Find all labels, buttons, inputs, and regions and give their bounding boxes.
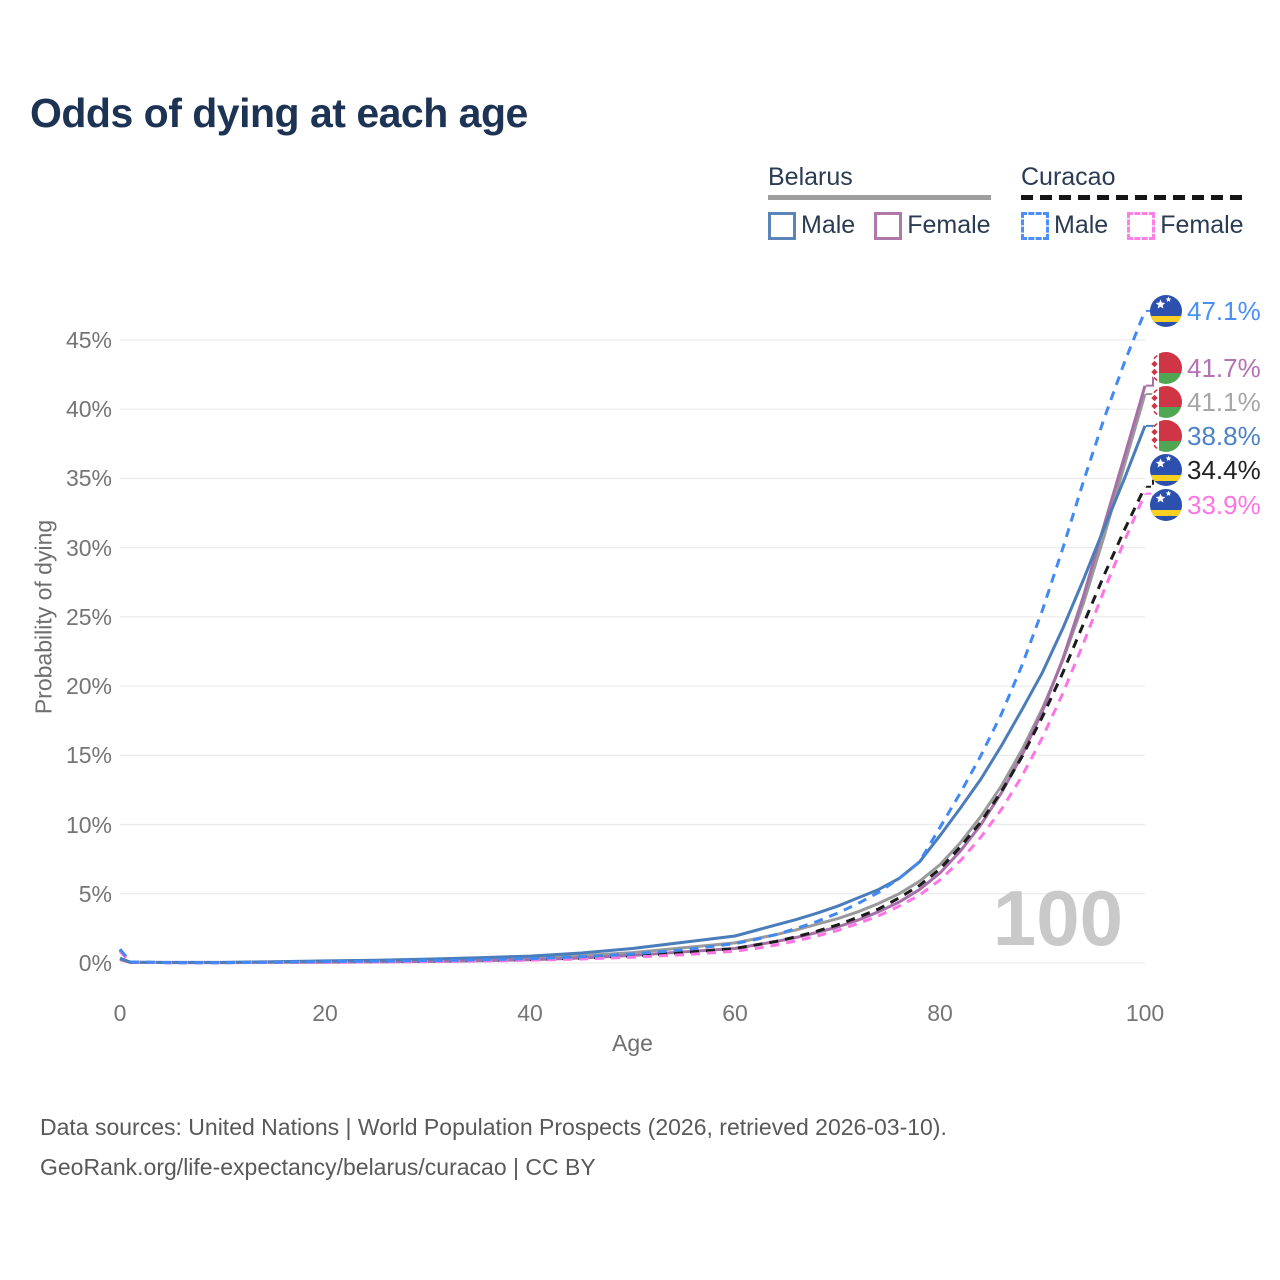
page-title: Odds of dying at each age (30, 90, 528, 136)
legend-item-label: Male (1054, 211, 1109, 239)
series-value-label-curacao-female: 33.9% (1187, 490, 1261, 520)
legend-header-curacao: Curacao (1021, 163, 1116, 191)
y-tick-label: 15% (65, 742, 112, 769)
belarus-flag-icon (1150, 386, 1182, 418)
legend-group-curacao: Curacao Male Female (1021, 163, 1244, 240)
legend-item-belarus-female[interactable]: Female (874, 211, 991, 240)
age-watermark: 100 (993, 874, 1123, 962)
curacao-female-swatch-icon (1127, 211, 1156, 240)
legend-header-belarus: Belarus (768, 163, 853, 191)
series-value-label-belarus-female: 41.7% (1187, 353, 1261, 383)
belarus-flag-icon (1150, 420, 1182, 452)
footer-data-sources: Data sources: United Nations | World Pop… (40, 1114, 947, 1140)
x-tick-label: 100 (1125, 1000, 1165, 1026)
line-curacao-total (118, 486, 1147, 965)
y-tick-label: 45% (65, 327, 112, 353)
legend-item-label: Female (1160, 211, 1244, 239)
line-belarus-female (119, 385, 1147, 965)
y-tick-label: 10% (65, 811, 112, 838)
y-tick-label: 5% (78, 880, 112, 907)
y-tick-label: 20% (65, 673, 112, 700)
x-tick-label: 20 (312, 1000, 338, 1026)
belarus-male-swatch-icon (768, 211, 796, 240)
legend-item-curacao-male[interactable]: Male (1021, 211, 1108, 240)
legend-item-curacao-female[interactable]: Female (1127, 211, 1244, 240)
legend-item-label: Female (907, 211, 991, 239)
y-tick-label: 35% (65, 465, 112, 492)
curacao-flag-icon (1150, 454, 1182, 486)
label-connector-curacao-total (1146, 469, 1156, 488)
curacao-flag-icon (1150, 295, 1182, 327)
x-axis-title: Age (612, 1030, 653, 1056)
series-value-label-curacao-male: 47.1% (1187, 296, 1261, 326)
belarus-flag-icon (1150, 352, 1182, 384)
y-tick-label: 40% (65, 396, 112, 423)
series-value-label-belarus-male: 38.8% (1187, 421, 1261, 451)
y-tick-label: 0% (78, 950, 112, 976)
curacao-male-swatch-icon (1021, 211, 1049, 240)
y-tick-label: 25% (65, 603, 112, 630)
y-tick-label: 30% (65, 534, 112, 561)
x-tick-label: 60 (722, 1000, 748, 1026)
x-tick-label: 80 (927, 1000, 953, 1026)
line-belarus-total (119, 393, 1147, 964)
belarus-female-swatch-icon (874, 211, 903, 240)
legend-group-belarus: Belarus Male Female (768, 163, 991, 240)
line-belarus-male (119, 425, 1147, 964)
legend-item-belarus-male[interactable]: Male (768, 211, 855, 240)
footer-attribution-link[interactable]: GeoRank.org/life-expectancy/belarus/cura… (40, 1154, 596, 1180)
x-tick-label: 0 (113, 1000, 127, 1026)
footer: Data sources: United Nations | World Pop… (40, 1107, 947, 1187)
curacao-flag-icon (1150, 489, 1182, 521)
legend-underline-curacao-dashed (1021, 195, 1244, 200)
line-curacao-female (118, 493, 1147, 965)
legend-item-label: Male (801, 211, 856, 239)
legend-underline-belarus-solid (768, 195, 991, 200)
series-value-label-curacao-total: 34.4% (1187, 455, 1261, 485)
x-tick-label: 40 (517, 1000, 543, 1026)
series-value-label-belarus-total: 41.1% (1187, 387, 1261, 417)
line-curacao-male (118, 310, 1147, 965)
